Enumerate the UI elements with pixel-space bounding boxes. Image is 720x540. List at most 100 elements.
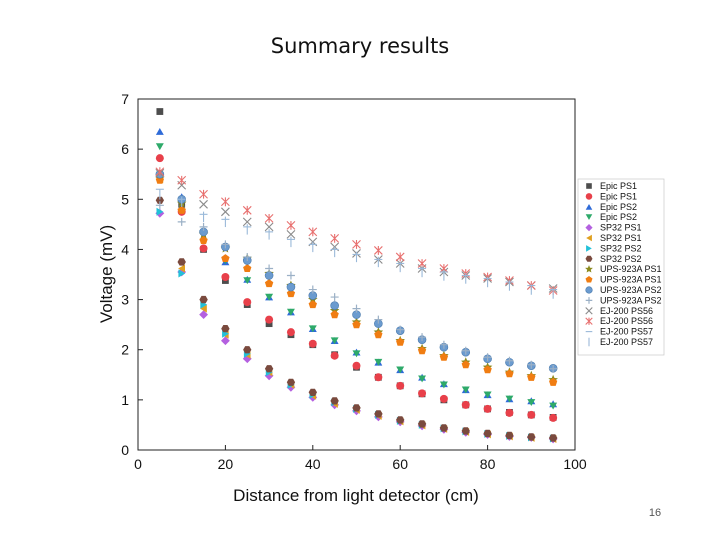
data-point [264, 222, 274, 232]
data-point [199, 310, 208, 319]
data-point [505, 356, 514, 365]
data-point [286, 282, 296, 292]
data-point [374, 410, 383, 418]
data-point [286, 271, 295, 280]
data-point [418, 389, 427, 398]
data-point [374, 358, 383, 366]
y-tick-label: 3 [121, 292, 129, 308]
y-tick-label: 6 [121, 141, 129, 157]
legend-marker [585, 214, 593, 220]
legend-box [577, 178, 665, 356]
data-point [483, 365, 492, 374]
data-point [527, 360, 536, 369]
data-point [461, 400, 470, 409]
series-14 [155, 188, 558, 291]
data-point [264, 213, 274, 223]
data-point [199, 189, 208, 199]
series-12 [155, 168, 558, 293]
legend-label: SP32 PS1 [600, 233, 642, 243]
legend-marker [585, 286, 593, 294]
data-point [395, 252, 405, 262]
data-point [265, 315, 274, 324]
legend-marker [585, 255, 593, 262]
data-point [505, 408, 514, 417]
x-tick-label: 0 [134, 456, 142, 472]
data-point [177, 258, 186, 266]
x-tick-label: 60 [392, 456, 408, 472]
data-point [461, 360, 470, 369]
data-point [330, 337, 339, 345]
legend-label: Epic PS2 [600, 202, 637, 212]
data-point [199, 222, 208, 231]
data-point [264, 279, 274, 288]
y-axis-label: Voltage (mV) [97, 225, 116, 323]
data-point [286, 378, 296, 386]
legend-label: EJ-200 PS57 [600, 327, 653, 337]
legend-marker [585, 276, 593, 283]
legend-marker [585, 224, 593, 232]
data-point [549, 377, 558, 386]
data-point [330, 397, 339, 405]
data-point [221, 240, 230, 249]
data-point [221, 207, 230, 217]
legend-marker [585, 317, 593, 325]
data-point [242, 205, 252, 215]
data-point [287, 308, 295, 316]
page-number: 16 [648, 507, 662, 519]
data-point [199, 244, 208, 253]
legend-marker [586, 183, 592, 189]
data-point [221, 197, 230, 207]
x-tick-label: 40 [305, 456, 321, 472]
series-1 [155, 154, 558, 422]
data-point [286, 229, 296, 239]
data-point [308, 227, 318, 237]
data-point [308, 325, 317, 333]
data-point [461, 427, 470, 435]
data-point [461, 346, 470, 355]
data-point [330, 293, 339, 302]
data-point [418, 375, 426, 383]
data-point [221, 273, 230, 282]
data-point [374, 373, 383, 382]
series-13 [155, 167, 558, 295]
data-point [439, 424, 449, 432]
data-point [549, 402, 558, 410]
axis-ticks: 0 20 40 60 80 100 0 1 2 3 4 5 6 7 [121, 91, 587, 472]
data-point [221, 336, 230, 346]
legend-label: UPS-923A PS1 [600, 264, 662, 274]
x-tick-label: 100 [563, 456, 587, 472]
data-point [155, 128, 164, 135]
legend-marker [585, 204, 593, 210]
data-point [308, 300, 317, 309]
legend-label: Epic PS2 [600, 212, 637, 222]
x-tick-label: 20 [218, 456, 234, 472]
data-point [308, 339, 317, 348]
data-point [483, 391, 492, 399]
legend-marker [585, 193, 593, 200]
data-point [352, 350, 361, 358]
data-point [483, 353, 492, 362]
data-point [396, 337, 405, 346]
data-point [418, 333, 427, 342]
data-point [417, 346, 427, 355]
data-point [155, 154, 164, 163]
data-point [155, 167, 165, 177]
data-point [177, 205, 186, 214]
data-point [374, 315, 383, 324]
data-point [155, 143, 164, 151]
data-point [352, 240, 361, 249]
data-point [505, 431, 514, 440]
data-point [178, 264, 185, 273]
data-point [373, 246, 383, 255]
legend-label: UPS-923A PS2 [600, 285, 662, 295]
series-10 [155, 169, 558, 373]
data-point [527, 399, 536, 406]
y-tick-label: 7 [121, 91, 129, 107]
data-point [396, 325, 405, 334]
y-tick-label: 1 [121, 392, 129, 408]
series-0 [156, 108, 557, 421]
legend-marker [586, 245, 592, 252]
legend-label: Epic PS1 [600, 191, 637, 201]
data-point [264, 365, 274, 373]
